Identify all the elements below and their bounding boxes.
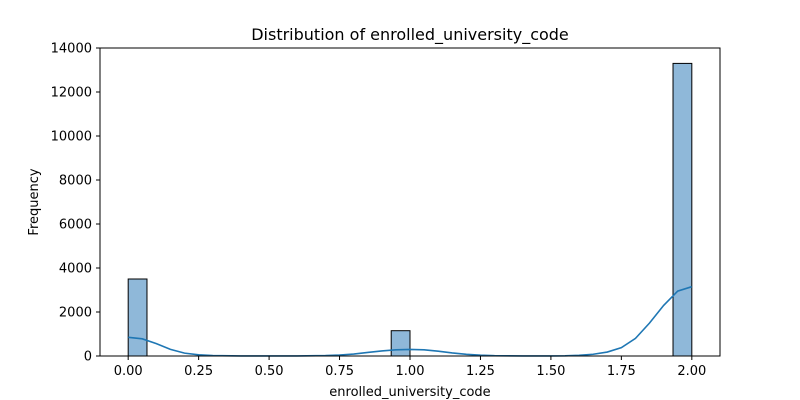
histogram-bar-1 <box>390 330 411 357</box>
y-axis-ticks: 0 2000 4000 6000 8000 10000 12000 14000 <box>51 42 100 365</box>
y-tick-label: 14000 <box>51 42 92 57</box>
x-tick-label: 1.50 <box>536 364 565 379</box>
y-tick-label: 12000 <box>51 86 92 101</box>
chart-title: Distribution of enrolled_university_code <box>251 25 569 45</box>
x-tick-label: 1.00 <box>396 364 425 379</box>
x-tick-label: 1.25 <box>466 364 495 379</box>
x-axis-ticks: 0.00 0.25 0.50 0.75 1.00 1.25 1.50 1.75 2.00 <box>114 356 706 379</box>
histogram-bar-2 <box>672 62 693 357</box>
x-tick-label: 1.75 <box>607 364 636 379</box>
kde-curve <box>128 285 693 357</box>
y-tick-label: 10000 <box>51 130 92 145</box>
y-axis-title: Frequency <box>27 168 42 235</box>
x-axis-title: enrolled_university_code <box>329 385 490 400</box>
y-tick-label: 6000 <box>59 218 92 233</box>
plot-frame <box>99 47 721 357</box>
y-tick-label: 8000 <box>59 174 92 189</box>
x-tick-label: 0.50 <box>255 364 284 379</box>
x-tick-label: 0.25 <box>184 364 213 379</box>
y-tick-label: 2000 <box>59 306 92 321</box>
x-tick-label: 2.00 <box>677 364 706 379</box>
y-tick-label: 4000 <box>59 262 92 277</box>
y-tick-label: 0 <box>84 350 92 365</box>
bars-group <box>127 62 693 357</box>
x-tick-label: 0.00 <box>114 364 143 379</box>
x-tick-label: 0.75 <box>325 364 354 379</box>
histogram-bar-0 <box>127 278 148 357</box>
